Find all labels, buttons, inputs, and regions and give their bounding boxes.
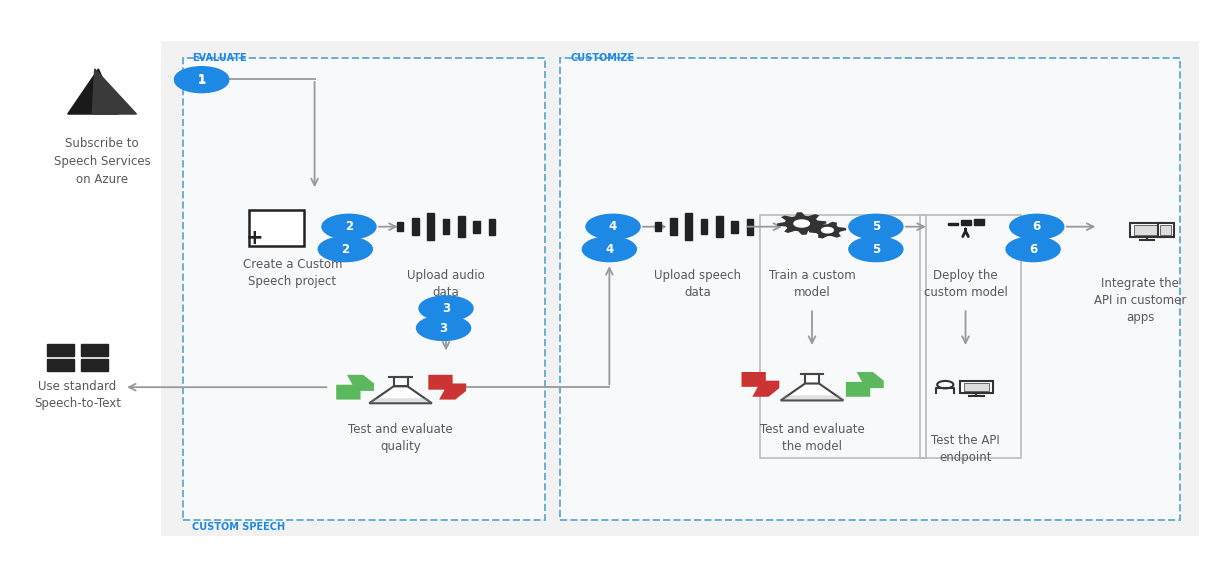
Bar (716, 216, 723, 238)
Polygon shape (777, 212, 826, 235)
Circle shape (794, 220, 810, 227)
Text: 5: 5 (872, 220, 880, 233)
FancyBboxPatch shape (1157, 223, 1174, 237)
Polygon shape (741, 372, 779, 397)
Text: 4: 4 (606, 243, 613, 256)
Bar (961, 220, 971, 225)
FancyBboxPatch shape (964, 383, 990, 392)
Text: Test and evaluate
the model: Test and evaluate the model (760, 423, 864, 453)
Circle shape (821, 228, 833, 233)
Bar (458, 216, 464, 238)
Text: Train a custom
model: Train a custom model (768, 269, 856, 299)
Bar (731, 221, 737, 233)
Text: +: + (246, 228, 263, 247)
Polygon shape (780, 384, 843, 400)
Text: 3: 3 (439, 321, 448, 335)
FancyBboxPatch shape (183, 58, 545, 520)
Polygon shape (780, 396, 843, 400)
Bar (975, 219, 984, 225)
Polygon shape (369, 398, 432, 403)
Text: Upload audio
data: Upload audio data (407, 269, 485, 299)
FancyBboxPatch shape (1130, 223, 1163, 237)
Text: 2: 2 (345, 220, 353, 233)
Text: CUSTOM SPEECH: CUSTOM SPEECH (192, 522, 284, 531)
Bar (80, 344, 107, 356)
Text: 6: 6 (1033, 220, 1041, 233)
Text: 3: 3 (442, 302, 451, 315)
Bar (474, 221, 480, 233)
FancyBboxPatch shape (960, 381, 993, 393)
Text: Subscribe to
Speech Services
on Azure: Subscribe to Speech Services on Azure (54, 136, 150, 186)
Circle shape (175, 68, 229, 93)
Bar (700, 219, 707, 234)
Bar (489, 218, 495, 235)
FancyBboxPatch shape (250, 210, 304, 246)
FancyBboxPatch shape (161, 41, 1199, 537)
Text: Test the API
endpoint: Test the API endpoint (931, 434, 1000, 464)
Polygon shape (336, 375, 374, 400)
Text: CUSTOMIZE: CUSTOMIZE (570, 53, 634, 62)
Bar (948, 223, 958, 225)
Text: 5: 5 (872, 243, 880, 256)
Text: 4: 4 (609, 220, 617, 233)
FancyBboxPatch shape (560, 58, 1181, 520)
Text: 2: 2 (341, 243, 350, 256)
FancyBboxPatch shape (1160, 225, 1172, 235)
Circle shape (419, 296, 473, 321)
Bar (80, 359, 107, 371)
Text: 6: 6 (1029, 243, 1038, 256)
Circle shape (1006, 237, 1060, 261)
Bar (670, 218, 677, 235)
Bar (747, 218, 753, 235)
Bar (805, 374, 819, 384)
Text: 1: 1 (197, 72, 206, 85)
Circle shape (582, 237, 636, 261)
Circle shape (175, 67, 229, 92)
Bar (427, 213, 433, 240)
Bar (686, 213, 692, 240)
Polygon shape (92, 69, 137, 114)
Circle shape (319, 237, 372, 261)
Polygon shape (809, 222, 847, 238)
Bar (48, 359, 74, 371)
Bar (48, 344, 74, 356)
Circle shape (849, 215, 902, 239)
Text: Create a Custom
Speech project: Create a Custom Speech project (243, 258, 342, 288)
Circle shape (849, 237, 902, 261)
Polygon shape (369, 387, 432, 403)
Circle shape (1009, 215, 1064, 239)
Text: 1: 1 (197, 74, 206, 87)
Circle shape (323, 215, 375, 239)
Bar (412, 218, 419, 235)
Circle shape (586, 215, 640, 239)
Text: EVALUATE: EVALUATE (192, 53, 246, 62)
FancyBboxPatch shape (1134, 225, 1160, 235)
Circle shape (416, 316, 470, 340)
Text: Use standard
Speech-to-Text: Use standard Speech-to-Text (34, 380, 121, 410)
Bar (655, 222, 661, 231)
Bar (394, 377, 407, 387)
Polygon shape (428, 375, 467, 400)
Text: Deploy the
custom model: Deploy the custom model (923, 269, 1007, 299)
Text: Integrate the
API in customer
apps: Integrate the API in customer apps (1094, 277, 1187, 324)
Circle shape (937, 381, 953, 388)
Text: Test and evaluate
quality: Test and evaluate quality (348, 423, 453, 453)
Bar (443, 219, 449, 234)
Polygon shape (68, 69, 118, 114)
Text: Upload speech
data: Upload speech data (655, 269, 741, 299)
Bar (396, 222, 404, 231)
Polygon shape (846, 372, 884, 397)
